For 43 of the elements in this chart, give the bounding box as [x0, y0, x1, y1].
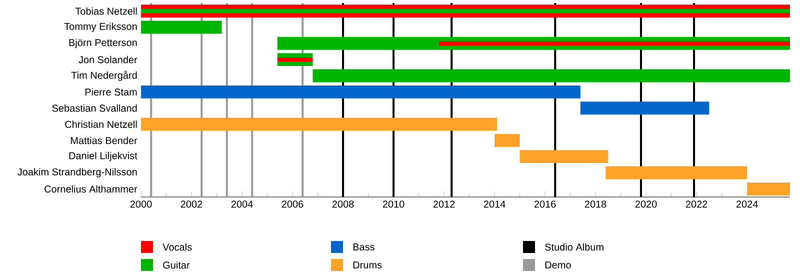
bar [520, 150, 608, 164]
y-tick-label: Joakim Strandberg-Nilsson [18, 168, 137, 178]
bar [141, 8, 790, 14]
bar [277, 57, 313, 62]
x-tick-label: 2020 [635, 200, 657, 208]
bar [606, 166, 748, 180]
x-tick-label: 2004 [231, 200, 253, 208]
legend-label: Bass [353, 243, 374, 250]
x-tick-label: 2010 [382, 200, 404, 208]
bar [141, 118, 498, 131]
y-tick-label: Daniel Liljekvist [69, 152, 138, 162]
x-tick-label: 2018 [584, 200, 606, 208]
x-tick-label: 2012 [433, 200, 455, 208]
x-tick-label: 2000 [130, 200, 152, 208]
y-tick-label: Tommy Eriksson [64, 22, 137, 32]
bar [494, 134, 520, 147]
bar [747, 182, 790, 196]
x-tick-label: 2006 [282, 200, 304, 208]
y-tick-label: Mattias Bender [70, 136, 138, 144]
bar [141, 85, 580, 98]
legend-label: Drums [353, 261, 382, 268]
x-tick-label: 2014 [484, 200, 506, 208]
x-tick-label: 2008 [332, 200, 354, 208]
y-tick-label: Cornelius Althammer [44, 185, 138, 193]
x-tick-label: 2016 [534, 200, 556, 208]
y-tick-label: Tobias Netzell [75, 7, 137, 15]
y-tick-label: Tim Nedergård [71, 70, 137, 81]
y-tick-label: Pierre Stam [85, 88, 137, 96]
bar [580, 102, 710, 115]
x-tick-label: 2022 [686, 200, 708, 208]
y-tick-label: Christian Netzell [65, 120, 137, 128]
legend-label: Guitar [163, 261, 190, 269]
x-tick-label: 2002 [180, 200, 202, 208]
legend-label: Vocals [162, 243, 192, 251]
y-tick-label: Björn Petterson [69, 38, 137, 48]
legend-label: Studio Album [545, 243, 604, 251]
bar [312, 69, 790, 82]
y-tick-label: Sebastian Svalland [52, 104, 137, 112]
bar [438, 41, 790, 46]
y-tick-label: Jon Solander [78, 56, 138, 64]
legend-label: Demo [545, 261, 571, 268]
bar [141, 20, 222, 34]
x-tick-label: 2024 [736, 200, 758, 208]
